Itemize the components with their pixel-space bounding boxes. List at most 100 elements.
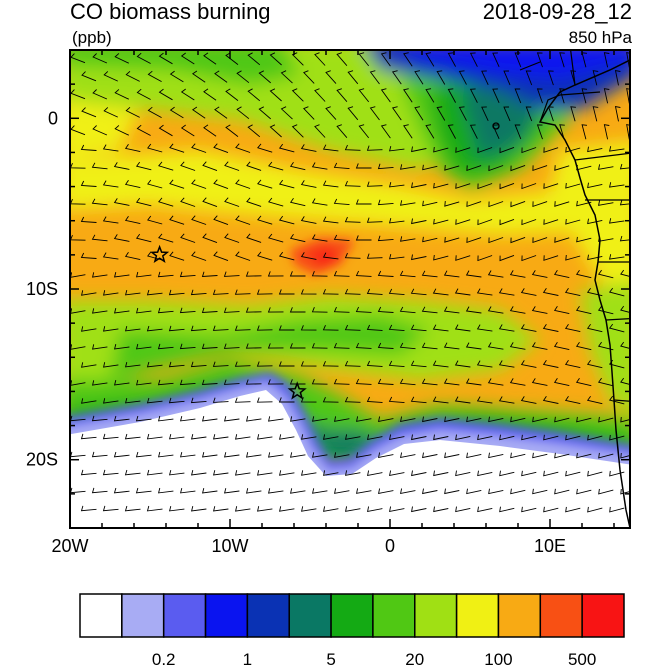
wind-barb bbox=[212, 325, 229, 331]
wind-barb bbox=[587, 218, 603, 225]
wind-barb bbox=[603, 124, 610, 140]
wind-barb bbox=[280, 106, 293, 120]
star-2 bbox=[287, 381, 307, 400]
wind-barb bbox=[81, 398, 97, 404]
wind-barb bbox=[609, 182, 625, 188]
wind-barb bbox=[311, 343, 328, 349]
wind-barb bbox=[469, 88, 478, 103]
wind-barb bbox=[499, 182, 515, 190]
wind-barb bbox=[477, 470, 493, 477]
wind-barb bbox=[114, 343, 130, 350]
wind-barb bbox=[619, 235, 630, 242]
colorbar-bin bbox=[539, 593, 583, 638]
wind-barb bbox=[344, 144, 361, 151]
wind-barb bbox=[333, 198, 350, 206]
wind-barb bbox=[614, 106, 621, 122]
wind-barb bbox=[80, 505, 97, 512]
wind-barb bbox=[355, 342, 372, 349]
wind-barb bbox=[466, 201, 482, 208]
wind-barb bbox=[267, 271, 284, 277]
wind-barb bbox=[554, 165, 570, 171]
wind-barb bbox=[469, 124, 478, 139]
wind-barb bbox=[224, 197, 240, 207]
wind-barb bbox=[246, 233, 262, 243]
wind-barb bbox=[433, 218, 449, 225]
x-tick-label: 0 bbox=[385, 536, 395, 556]
wind-barb bbox=[531, 342, 548, 350]
wind-barb bbox=[355, 199, 372, 205]
wind-barb bbox=[103, 290, 119, 296]
wind-barb bbox=[510, 488, 526, 495]
units-label: (ppb) bbox=[72, 28, 112, 47]
wind-barb bbox=[553, 306, 570, 315]
wind-barb bbox=[559, 52, 565, 68]
colorbar-bin bbox=[372, 593, 416, 638]
wind-barb bbox=[543, 219, 559, 225]
wind-barb bbox=[300, 144, 317, 152]
wind-barb bbox=[301, 434, 317, 440]
wind-barb bbox=[536, 124, 543, 140]
wind-barb bbox=[236, 70, 250, 84]
wind-barb bbox=[498, 288, 515, 296]
wind-barb bbox=[355, 235, 372, 241]
wind-barb bbox=[509, 342, 526, 350]
wind-barb bbox=[597, 341, 614, 351]
wind-barb bbox=[224, 416, 240, 422]
wind-barb bbox=[466, 488, 482, 495]
wind-barb bbox=[225, 124, 239, 137]
wind-barb bbox=[278, 361, 295, 367]
wind-barb bbox=[609, 434, 625, 441]
wind-barb bbox=[169, 469, 185, 476]
wind-barb bbox=[169, 106, 184, 119]
wind-barb bbox=[158, 161, 174, 171]
wind-barb bbox=[400, 416, 416, 422]
wind-barb bbox=[191, 70, 206, 83]
wind-barb bbox=[487, 378, 504, 386]
wind-barb bbox=[311, 198, 328, 206]
wind-barb bbox=[411, 434, 427, 441]
colorbar-bin bbox=[121, 593, 165, 638]
colorbar-bin bbox=[581, 593, 625, 638]
wind-barb bbox=[300, 289, 317, 295]
wind-barb bbox=[333, 234, 350, 242]
wind-barb bbox=[278, 397, 295, 403]
wind-barb bbox=[180, 197, 196, 207]
wind-barb bbox=[202, 233, 218, 244]
wind-barb bbox=[444, 237, 460, 243]
wind-barb bbox=[269, 52, 282, 66]
wind-barb bbox=[190, 325, 207, 332]
wind-barb bbox=[311, 234, 328, 242]
y-tick-label: 10S bbox=[26, 279, 58, 299]
wind-barb bbox=[168, 397, 185, 404]
wind-barb bbox=[146, 361, 163, 368]
wind-barb bbox=[543, 183, 559, 189]
wind-barb bbox=[224, 161, 240, 171]
wind-barb bbox=[147, 106, 162, 118]
wind-barb bbox=[465, 306, 482, 314]
wind-barb bbox=[532, 488, 548, 495]
wind-barb bbox=[201, 343, 218, 349]
wind-barb bbox=[425, 88, 435, 103]
wind-barb bbox=[454, 288, 471, 296]
wind-barb bbox=[257, 179, 273, 189]
wind-barb bbox=[289, 161, 306, 171]
wind-barb bbox=[564, 359, 581, 369]
wind-barb bbox=[377, 235, 394, 242]
wind-barb bbox=[325, 106, 337, 120]
wind-barb bbox=[499, 470, 515, 477]
wind-barb bbox=[454, 360, 471, 368]
wind-barb bbox=[234, 289, 251, 295]
wind-barb bbox=[576, 236, 592, 243]
wind-barb bbox=[378, 488, 394, 494]
wind-barb bbox=[492, 52, 500, 67]
colorbar-bin bbox=[455, 593, 500, 638]
wind-barb bbox=[425, 124, 435, 139]
wind-barb bbox=[169, 251, 185, 261]
wind-barb bbox=[411, 254, 427, 261]
wind-barb bbox=[157, 379, 174, 386]
wind-barb bbox=[344, 324, 361, 331]
wind-barb bbox=[325, 70, 337, 84]
wind-barb bbox=[586, 395, 603, 405]
wind-barb bbox=[389, 434, 405, 440]
wind-barb bbox=[258, 70, 271, 84]
